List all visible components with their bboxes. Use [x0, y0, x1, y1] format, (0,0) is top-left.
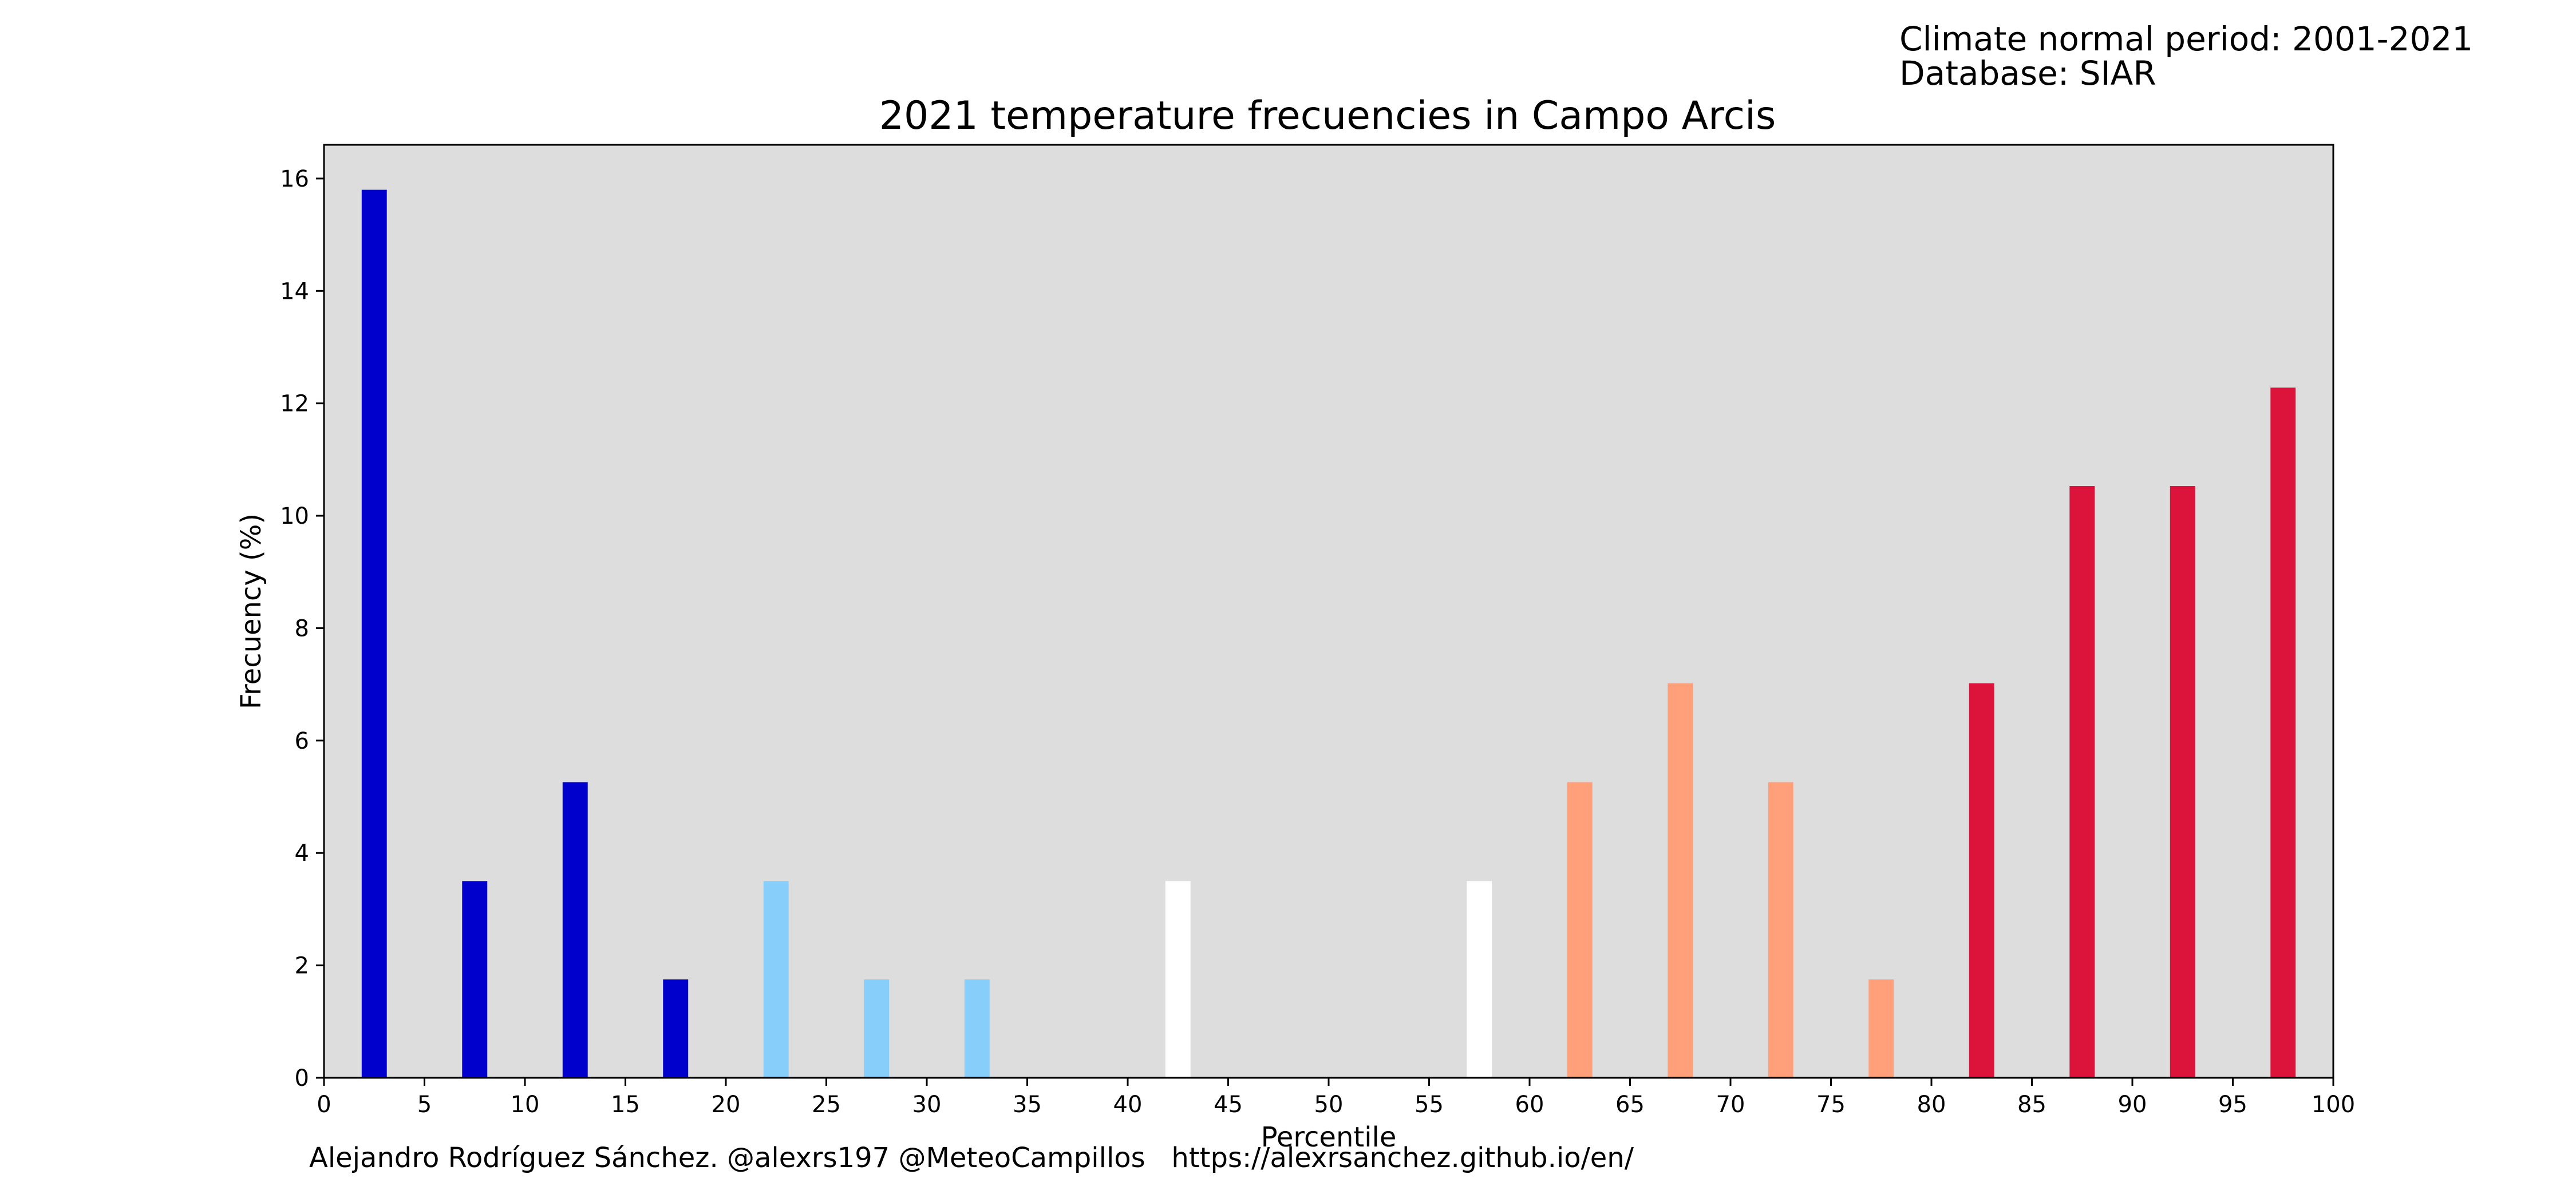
x-tick-label: 95 — [2218, 1092, 2247, 1118]
x-tick-label: 45 — [1214, 1092, 1243, 1118]
bar-p7_5 — [462, 881, 488, 1078]
bar-p12_5 — [562, 782, 588, 1078]
database-text: Database: SIAR — [1899, 54, 2156, 93]
credit-footer: Alejandro Rodríguez Sánchez. @alexrs197 … — [309, 1142, 1634, 1174]
chart-info-block: Climate normal period: 2001-2021 Databas… — [1899, 22, 2473, 90]
bar-p42_5 — [1165, 881, 1191, 1078]
x-tick-label: 70 — [1716, 1092, 1745, 1118]
bar-p97_5 — [2270, 388, 2296, 1078]
y-tick-label: 14 — [280, 278, 309, 305]
bar-p82_5 — [1969, 683, 1994, 1078]
bar-p2_5 — [361, 189, 387, 1078]
x-tick-label: 50 — [1314, 1092, 1344, 1118]
climate-period-text: Climate normal period: 2001-2021 — [1899, 19, 2474, 58]
bar-p17_5 — [663, 979, 689, 1078]
x-tick-label: 80 — [1917, 1092, 1946, 1118]
x-tick-label: 55 — [1415, 1092, 1444, 1118]
y-tick-label: 8 — [295, 615, 309, 642]
bar-p92_5 — [2170, 486, 2195, 1078]
bar-p27_5 — [864, 979, 890, 1078]
bar-p22_5 — [763, 881, 789, 1078]
x-tick-label: 30 — [912, 1092, 942, 1118]
x-tick-label: 35 — [1013, 1092, 1042, 1118]
axes: 0 5 10 15 20 25 30 35 40 45 50 55 60 65 70 75 80 85 90 95 10… — [280, 166, 2355, 1118]
chart-title: 2021 temperature frecuencies in Campo Ar… — [879, 93, 1776, 139]
x-tick-label: 75 — [1816, 1092, 1846, 1118]
x-tick-label: 10 — [511, 1092, 540, 1118]
y-tick-label: 2 — [295, 953, 309, 979]
x-tick-label: 40 — [1113, 1092, 1143, 1118]
bar-p87_5 — [2069, 486, 2095, 1078]
bar-p67_5 — [1668, 683, 1693, 1078]
x-tick-label: 85 — [2017, 1092, 2046, 1118]
plot-area — [324, 145, 2333, 1078]
x-axis-label: Percentile — [1261, 1121, 1397, 1153]
x-tick-label: 20 — [712, 1092, 741, 1118]
x-tick-label: 25 — [812, 1092, 841, 1118]
bar-group — [361, 189, 2296, 1078]
y-tick-label: 12 — [280, 391, 309, 417]
y-tick-label: 16 — [280, 166, 309, 192]
bar-p77_5 — [1868, 979, 1894, 1078]
y-tick-label: 10 — [280, 503, 309, 529]
y-axis-label: Frecuency (%) — [235, 513, 267, 709]
x-tick-label: 15 — [611, 1092, 640, 1118]
bar-p32_5 — [964, 979, 990, 1078]
x-tick-label: 65 — [1615, 1092, 1645, 1118]
bar-p57_5 — [1467, 881, 1492, 1078]
x-tick-label: 5 — [417, 1092, 432, 1118]
y-tick-label: 4 — [295, 840, 309, 867]
y-tick-label: 6 — [295, 728, 309, 754]
plot-frame — [323, 144, 2334, 1079]
x-tick-label: 90 — [2118, 1092, 2147, 1118]
y-tick-label: 0 — [295, 1065, 309, 1092]
bar-p72_5 — [1768, 782, 1793, 1078]
x-tick-label: 60 — [1515, 1092, 1544, 1118]
x-tick-label: 100 — [2312, 1092, 2355, 1118]
x-tick-label: 0 — [317, 1092, 331, 1118]
bar-p62_5 — [1567, 782, 1593, 1078]
